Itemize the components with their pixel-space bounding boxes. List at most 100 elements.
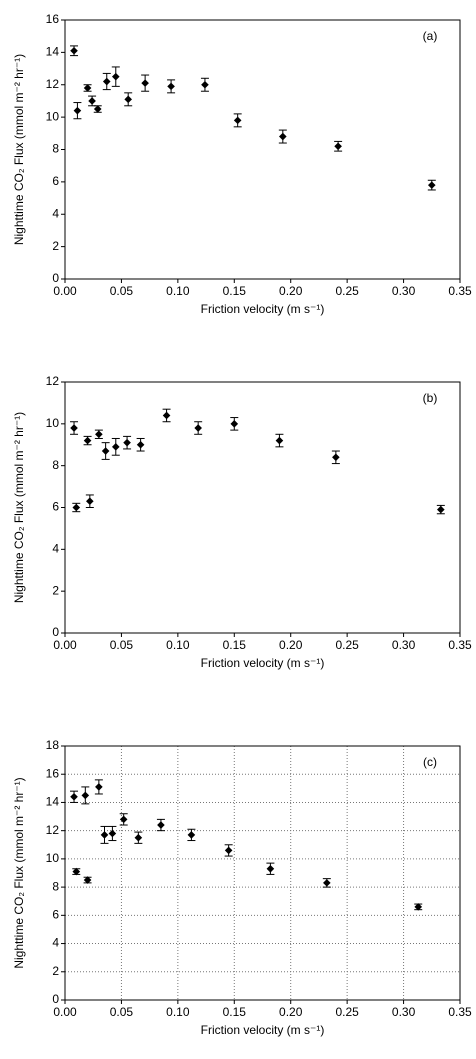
point	[100, 831, 109, 839]
point	[194, 424, 202, 432]
plot-frame	[64, 19, 461, 280]
y-tick-label: 0	[52, 625, 59, 639]
point	[70, 424, 78, 432]
plot-frame	[64, 745, 461, 1001]
point	[323, 879, 331, 887]
x-axis-label: Friction velocity (m s⁻¹)	[201, 302, 325, 316]
panel-label: (c)	[423, 755, 437, 769]
point	[124, 95, 132, 104]
y-tick-label: 0	[52, 271, 59, 285]
x-tick-label: 0.05	[110, 1005, 134, 1019]
y-tick-label: 16	[46, 766, 60, 780]
y-tick-label: 18	[46, 738, 60, 752]
point	[111, 72, 120, 81]
x-tick-label: 0.15	[223, 638, 247, 652]
point	[83, 436, 92, 445]
point	[266, 864, 275, 873]
x-tick-label: 0.25	[335, 1005, 359, 1019]
x-tick-label: 0.25	[335, 638, 359, 652]
point	[95, 783, 103, 791]
y-axis-label: Nighttime CO₂ Flux (mmol m⁻² hr⁻¹)	[12, 777, 26, 968]
point	[332, 453, 340, 462]
x-axis-label: Friction velocity (m s⁻¹)	[201, 1023, 325, 1037]
y-tick-label: 2	[52, 239, 59, 253]
x-tick-label: 0.10	[166, 284, 190, 298]
y-tick-label: 8	[52, 142, 59, 156]
y-tick-label: 8	[52, 879, 59, 893]
y-tick-label: 6	[52, 174, 59, 188]
y-tick-label: 4	[52, 542, 59, 556]
point	[134, 833, 143, 842]
panel-label: (a)	[423, 29, 438, 43]
x-tick-label: 0.10	[166, 638, 190, 652]
point	[201, 80, 209, 89]
y-tick-label: 2	[52, 583, 59, 597]
point	[73, 106, 82, 115]
point	[83, 876, 92, 884]
x-tick-label: 0.10	[166, 1005, 190, 1019]
y-tick-label: 8	[52, 458, 59, 472]
point	[167, 82, 175, 91]
point	[119, 815, 128, 824]
x-tick-label: 0.35	[448, 1005, 472, 1019]
y-tick-label: 4	[52, 936, 59, 950]
point	[334, 142, 342, 151]
y-tick-label: 10	[46, 109, 60, 123]
point	[427, 181, 436, 189]
x-tick-label: 0.05	[110, 284, 134, 298]
plot-frame	[64, 381, 461, 634]
point	[95, 430, 103, 439]
x-tick-label: 0.20	[279, 1005, 303, 1019]
x-tick-label: 0.30	[392, 638, 416, 652]
point	[70, 46, 78, 55]
y-tick-label: 6	[52, 500, 59, 514]
y-tick-label: 4	[52, 206, 59, 220]
point	[101, 447, 110, 455]
point	[157, 821, 165, 829]
point	[102, 77, 111, 86]
point	[230, 420, 239, 428]
x-tick-label: 0.30	[392, 284, 416, 298]
point	[93, 105, 102, 113]
y-tick-label: 16	[46, 12, 60, 26]
point	[187, 831, 196, 839]
y-tick-label: 12	[46, 77, 60, 91]
y-tick-label: 12	[46, 374, 60, 388]
y-tick-label: 12	[46, 823, 60, 837]
point	[279, 132, 287, 141]
x-tick-label: 0.35	[448, 284, 472, 298]
point	[437, 505, 445, 514]
x-tick-label: 0.30	[392, 1005, 416, 1019]
x-tick-label: 0.20	[279, 284, 303, 298]
y-tick-label: 0	[52, 992, 59, 1006]
y-tick-label: 14	[46, 45, 60, 59]
point	[72, 503, 81, 512]
point	[83, 84, 92, 92]
point	[136, 440, 145, 449]
x-tick-label: 0.20	[279, 638, 303, 652]
point	[81, 791, 90, 800]
y-tick-label: 2	[52, 964, 59, 978]
panel-label: (b)	[423, 391, 438, 405]
x-tick-label: 0.25	[335, 284, 359, 298]
y-tick-label: 10	[46, 851, 60, 865]
y-axis-label: Nighttime CO₂ Flux (mmol m⁻² hr⁻¹)	[12, 54, 26, 245]
y-tick-label: 14	[46, 795, 60, 809]
y-axis-label: Nighttime CO₂ Flux (mmol m⁻² hr⁻¹)	[12, 412, 26, 603]
point	[275, 436, 284, 445]
x-tick-label: 0.15	[223, 1005, 247, 1019]
point	[224, 846, 233, 855]
point	[86, 497, 94, 506]
x-tick-label: 0.35	[448, 638, 472, 652]
x-axis-label: Friction velocity (m s⁻¹)	[201, 656, 325, 670]
point	[108, 829, 117, 838]
point	[414, 903, 423, 911]
point	[141, 79, 149, 87]
point	[123, 438, 131, 447]
point	[70, 793, 78, 801]
point	[111, 443, 120, 451]
y-tick-label: 10	[46, 416, 60, 430]
point	[88, 97, 96, 105]
x-tick-label: 0.15	[223, 284, 247, 298]
